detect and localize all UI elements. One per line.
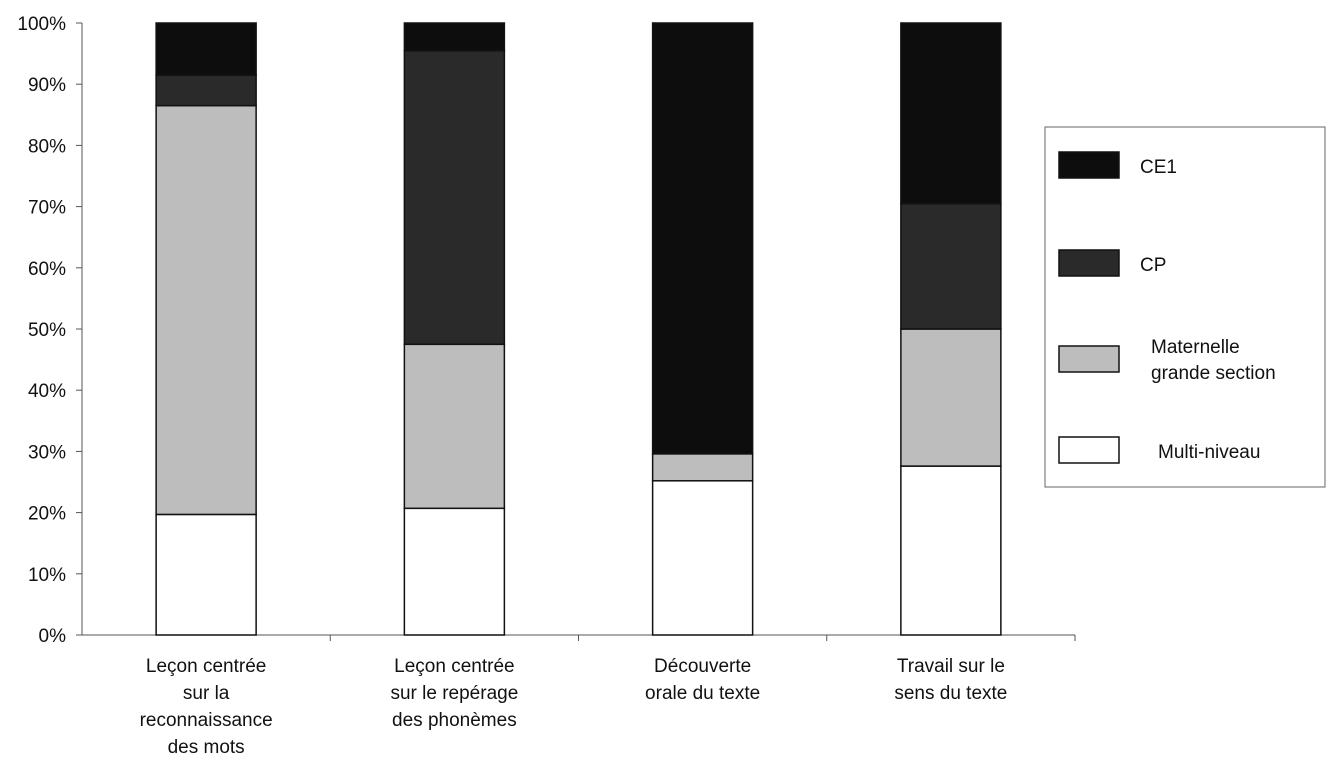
bar-segment	[155, 513, 257, 636]
x-category-label: Leçon centrée	[146, 656, 266, 677]
legend-swatch	[1058, 436, 1120, 464]
y-tick-label: 50%	[28, 320, 66, 341]
bar-segment	[651, 480, 754, 636]
bar-segment	[900, 465, 1002, 636]
bar-segment	[155, 104, 257, 516]
x-category-label: Leçon centrée	[394, 656, 514, 677]
y-tick-label: 20%	[28, 504, 66, 525]
bar-segment	[900, 202, 1002, 330]
bars	[155, 22, 1002, 636]
y-tick-label: 10%	[28, 565, 66, 586]
y-tick-label: 0%	[39, 626, 67, 647]
bar-segment	[900, 22, 1002, 205]
y-tick-label: 30%	[28, 442, 66, 463]
x-category-label: des mots	[168, 737, 245, 758]
legend-box	[1044, 126, 1326, 488]
y-tick-label: 100%	[17, 14, 66, 35]
y-tick-label: 90%	[28, 75, 66, 96]
bar-segment	[155, 22, 257, 76]
x-category-label: sur la	[183, 683, 230, 704]
y-tick-label: 40%	[28, 381, 66, 402]
legend-label: grande section	[1151, 363, 1276, 384]
bar-segment	[403, 49, 506, 346]
x-category-label: des phonèmes	[392, 710, 517, 731]
x-category-label: Travail sur le	[897, 656, 1005, 677]
legend-swatch	[1058, 345, 1120, 373]
bar-segment	[403, 343, 506, 510]
y-tick-label: 60%	[28, 259, 66, 280]
x-category-label: Découverte	[654, 656, 751, 677]
y-tick-label: 80%	[28, 136, 66, 157]
bar-segment	[651, 453, 754, 482]
x-category-label: reconnaissance	[140, 710, 273, 731]
legend-label: Multi-niveau	[1158, 442, 1260, 463]
y-tick-label: 70%	[28, 198, 66, 219]
axes: 0% 10% 20% 30% 40% 50% 60% 70% 80% 90% 100% Leçon c…	[17, 14, 1076, 758]
legend-label: CP	[1140, 255, 1166, 276]
bar-segment	[900, 328, 1002, 467]
legend-label: CE1	[1140, 157, 1177, 178]
x-category-label: orale du texte	[645, 683, 760, 704]
x-category-label: sens du texte	[894, 683, 1007, 704]
legend-swatch	[1058, 249, 1120, 277]
bar-segment	[403, 22, 506, 52]
bar-segment	[403, 507, 506, 636]
legend-label: Maternelle	[1151, 337, 1240, 358]
bar-segment	[651, 22, 754, 455]
legend: CE1 CP Maternelle grande section Multi-nivea…	[1044, 126, 1326, 488]
x-category-label: sur le repérage	[390, 683, 518, 704]
legend-swatch	[1058, 151, 1120, 179]
bar-segment	[155, 74, 257, 107]
